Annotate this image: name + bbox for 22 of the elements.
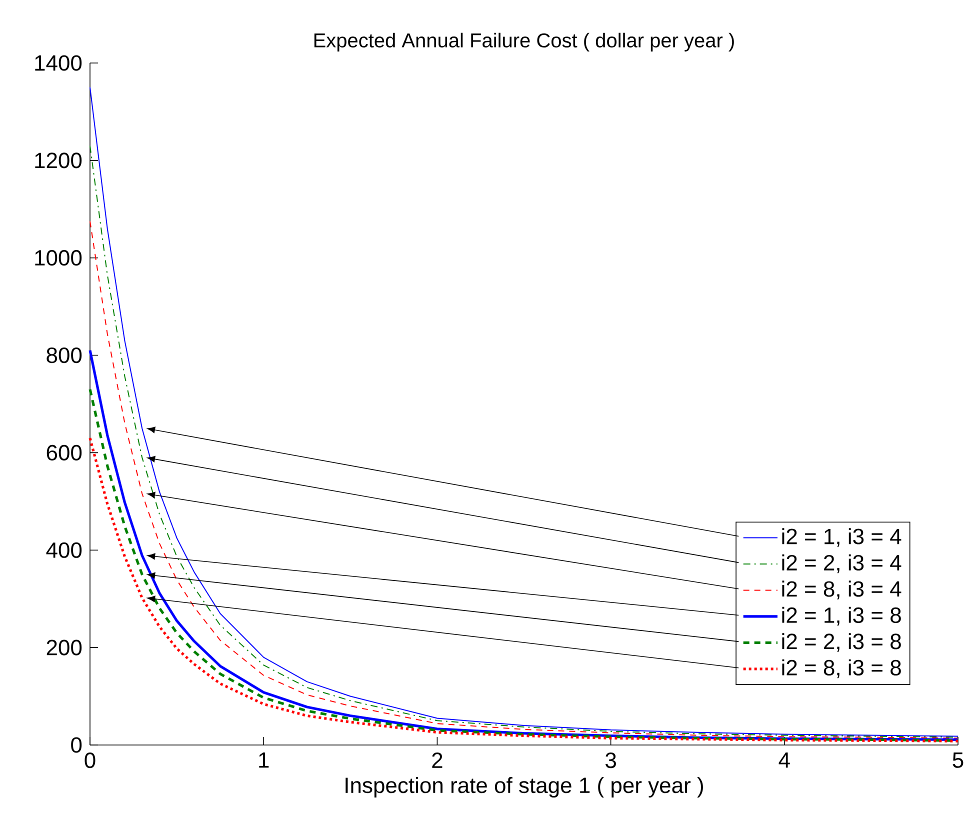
x-tick-label: 3	[606, 752, 616, 768]
y-tick-label: 800	[46, 347, 82, 364]
x-tick-label: 1	[259, 752, 269, 768]
chart-title: Expected Annual Failure Cost ( dollar per year )	[314, 32, 734, 52]
y-tick-label: 1000	[35, 250, 82, 266]
y-tick-label: 200	[46, 640, 82, 656]
legend-label: i2 = 1, i3 = 8	[782, 606, 901, 626]
x-tick-label: 5	[952, 752, 964, 768]
legend-label: i2 = 1, i3 = 4	[782, 528, 902, 547]
y-tick-label: 0	[71, 737, 82, 753]
x-axis-title: Inspection rate of stage 1 ( per year )	[346, 776, 703, 798]
legend-label: i2 = 8, i3 = 8	[782, 659, 901, 678]
legend-label: i2 = 2, i3 = 4	[782, 554, 902, 574]
x-tick-label: 2	[432, 752, 442, 768]
x-tick-label: 0	[84, 752, 96, 768]
y-tick-label: 400	[46, 542, 82, 558]
legend-label: i2 = 2, i3 = 8	[782, 633, 901, 652]
y-tick-label: 600	[46, 444, 82, 461]
legend-label: i2 = 8, i3 = 4	[782, 580, 902, 600]
y-tick-label: 1400	[35, 55, 82, 71]
x-tick-label: 4	[778, 752, 790, 768]
y-tick-label: 1200	[35, 152, 82, 168]
